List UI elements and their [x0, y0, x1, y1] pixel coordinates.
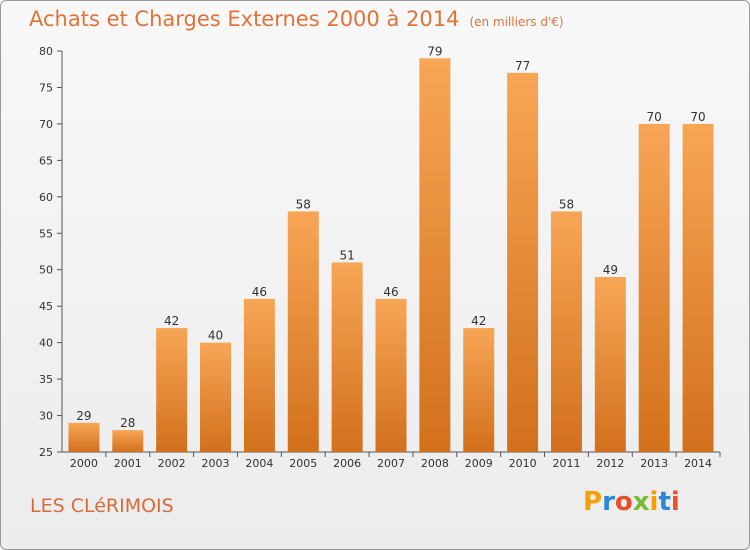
- y-tick-label: 45: [39, 300, 53, 313]
- y-tick-label: 70: [39, 118, 53, 131]
- data-label: 42: [164, 314, 179, 328]
- chart-labels: 29 28 42 40 46 58 51 46 79 42 77 58 49 70 70: [76, 44, 705, 430]
- x-tick-label: 2001: [114, 457, 142, 470]
- bar: [200, 342, 232, 452]
- data-label: 29: [76, 409, 91, 423]
- y-tick-label: 60: [39, 191, 53, 204]
- bar: [594, 277, 626, 452]
- chart-title: Achats et Charges Externes 2000 à 2014 (e…: [29, 7, 564, 31]
- brand-letter: x: [632, 487, 650, 517]
- bar: [156, 328, 188, 452]
- brand-letter: i: [670, 487, 680, 517]
- data-label: 70: [690, 110, 705, 124]
- bar: [68, 422, 100, 452]
- data-label: 58: [296, 197, 311, 211]
- x-tick-label: 2014: [684, 457, 712, 470]
- x-tick-label: 2011: [552, 457, 580, 470]
- x-tick-label: 2009: [465, 457, 493, 470]
- x-tick-label: 2006: [333, 457, 361, 470]
- x-tick-label: 2012: [596, 457, 624, 470]
- bar: [287, 211, 319, 452]
- bar: [375, 298, 407, 452]
- data-label: 77: [515, 59, 530, 73]
- y-tick-label: 35: [39, 373, 53, 386]
- chart-title-text: Achats et Charges Externes 2000 à 2014: [29, 7, 460, 31]
- y-tick-label: 30: [39, 410, 53, 423]
- x-tick-label: 2000: [70, 457, 98, 470]
- data-label: 40: [208, 329, 223, 343]
- bar: [638, 123, 670, 452]
- bar: [463, 328, 495, 452]
- x-tick-label: 2002: [158, 457, 186, 470]
- y-tick-label: 50: [39, 264, 53, 277]
- x-tick-label: 2003: [202, 457, 230, 470]
- brand-letter: t: [658, 487, 671, 517]
- bar: [112, 430, 144, 452]
- brand-letter: P: [583, 487, 603, 517]
- y-tick-label: 55: [39, 227, 53, 240]
- y-tick-label: 25: [39, 446, 53, 459]
- bar: [331, 262, 363, 452]
- chart-axes: 25 30 35 40 45 50 55 60 65 70 75 80 2000 2001 2002 2003…: [39, 45, 721, 470]
- brand-letter: r: [602, 487, 615, 517]
- x-tick-label: 2007: [377, 457, 405, 470]
- bar: [550, 211, 582, 452]
- y-tick-label: 75: [39, 81, 53, 94]
- data-label: 49: [603, 263, 618, 277]
- x-tick-label: 2005: [289, 457, 317, 470]
- brand-letter: o: [614, 487, 633, 517]
- x-tick-label: 2004: [245, 457, 273, 470]
- brand-letter: i: [649, 487, 659, 517]
- data-label: 42: [471, 314, 486, 328]
- y-tick-label: 80: [39, 45, 53, 58]
- data-label: 46: [383, 285, 398, 299]
- data-label: 70: [647, 110, 662, 124]
- x-tick-label: 2008: [421, 457, 449, 470]
- data-label: 28: [120, 416, 135, 430]
- chart-unit: (en milliers d'€): [469, 15, 564, 29]
- chart-bars: [68, 58, 714, 453]
- brand-logo: Proxiti: [583, 487, 680, 517]
- bar: [419, 58, 451, 453]
- commune-name: LES CLéRIMOIS: [30, 495, 174, 517]
- bar: [243, 298, 275, 452]
- data-label: 51: [339, 248, 354, 262]
- bar: [682, 123, 714, 452]
- data-label: 58: [559, 197, 574, 211]
- data-label: 79: [427, 44, 442, 58]
- bar: [507, 72, 539, 452]
- data-label: 46: [252, 285, 267, 299]
- y-tick-label: 40: [39, 337, 53, 350]
- x-tick-label: 2013: [640, 457, 668, 470]
- y-tick-label: 65: [39, 154, 53, 167]
- x-tick-label: 2010: [509, 457, 537, 470]
